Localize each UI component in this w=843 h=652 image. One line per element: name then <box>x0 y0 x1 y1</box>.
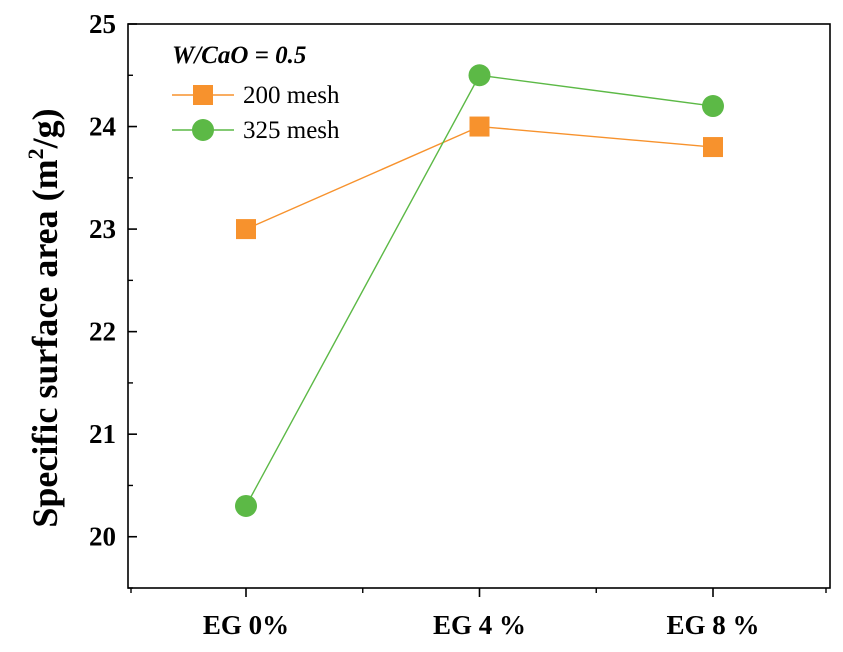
data-point-circle <box>468 64 491 87</box>
data-point-square <box>703 137 723 158</box>
y-tick-label: 20 <box>89 522 116 552</box>
data-point-square <box>469 116 490 137</box>
plot-border <box>127 23 831 589</box>
y-axis-title-main: Specific surface area (m <box>25 159 65 527</box>
legend-entry: 200 mesh <box>172 82 340 109</box>
legend-entry: 325 mesh <box>172 117 340 144</box>
plot-frame <box>127 23 831 589</box>
x-tick-label: EG 8 % <box>666 610 759 640</box>
legend-marker-circle <box>192 119 214 141</box>
y-axis-title-superscript: 2 <box>23 148 48 159</box>
data-point-circle <box>235 494 257 517</box>
y-tick-label: 21 <box>89 419 116 449</box>
y-axis-ticks: 20 21 22 23 24 25 <box>89 9 137 589</box>
y-axis-title: Specific surface area (m2/g) <box>23 108 65 527</box>
legend: W/CaO = 0.5 200 mesh 325 mesh <box>172 42 340 144</box>
y-tick-label: 24 <box>89 112 116 142</box>
series-layer <box>235 64 724 517</box>
y-tick-label: 25 <box>89 9 116 39</box>
x-tick-label: EG 0% <box>203 610 289 640</box>
y-tick-label: 22 <box>89 317 116 347</box>
x-tick-label: EG 4 % <box>433 610 526 640</box>
y-tick-label: 23 <box>89 214 116 244</box>
legend-label: 200 mesh <box>243 82 340 109</box>
legend-title: W/CaO = 0.5 <box>172 42 306 69</box>
legend-marker-square <box>193 85 213 105</box>
y-axis-title-end: /g) <box>25 108 65 149</box>
x-axis-ticks: EG 0% EG 4 % EG 8 % <box>130 588 827 640</box>
data-point-square <box>236 219 256 240</box>
data-point-circle <box>702 95 724 118</box>
legend-label: 325 mesh <box>243 117 340 144</box>
series-200-mesh <box>236 116 723 240</box>
series-325-mesh <box>235 64 724 517</box>
